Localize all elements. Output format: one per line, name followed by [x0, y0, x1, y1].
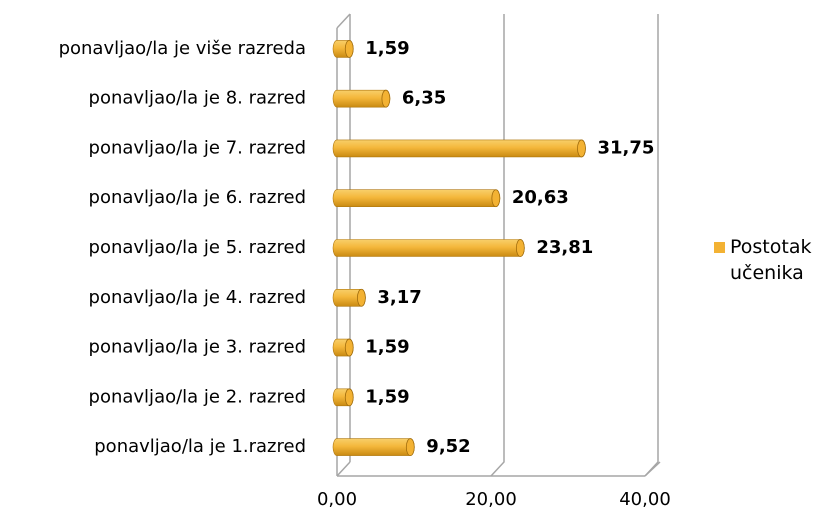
legend-label: Postotak učenika	[730, 236, 812, 284]
bar	[332, 139, 586, 158]
y-tick-label: ponavljao/la je 6. razred	[89, 187, 306, 208]
y-tick-label: ponavljao/la je 8. razred	[89, 88, 306, 109]
value-label: 1,59	[365, 38, 409, 59]
bar	[332, 438, 415, 456]
legend-swatch	[714, 242, 725, 253]
bar	[332, 189, 501, 208]
x-tick-label: 40,00	[619, 489, 671, 510]
x-tick-label: 0,00	[317, 489, 357, 510]
y-tick-label: ponavljao/la je 4. razred	[89, 287, 306, 308]
x-tick-label: 20,00	[465, 489, 517, 510]
bar	[332, 239, 525, 257]
bar-cap	[491, 189, 501, 208]
grid-line	[490, 14, 505, 477]
bar-cap	[515, 239, 525, 257]
bar-cap	[344, 388, 354, 407]
grid-line	[644, 14, 659, 477]
y-tick-label: ponavljao/la je više razreda	[59, 38, 306, 59]
y-tick-label: ponavljao/la je 7. razred	[89, 137, 306, 158]
legend: Postotak učenika	[714, 234, 824, 286]
bar	[332, 89, 391, 108]
y-tick-label: ponavljao/la je 3. razred	[89, 337, 306, 358]
bar-cap	[357, 288, 366, 307]
value-label: 23,81	[536, 237, 593, 258]
value-label: 6,35	[402, 88, 446, 109]
bar-cap	[344, 39, 354, 58]
value-label: 31,75	[597, 137, 654, 158]
value-label: 1,59	[365, 337, 409, 358]
bar-cap	[381, 89, 391, 108]
value-label: 3,17	[377, 287, 421, 308]
value-label: 9,52	[426, 436, 470, 457]
bar-cap	[405, 438, 415, 457]
bar-cap	[577, 139, 586, 158]
y-tick-label: ponavljao/la je 5. razred	[89, 237, 306, 258]
y-tick-label: ponavljao/la je 1.razred	[94, 436, 306, 457]
value-label: 20,63	[512, 187, 569, 208]
value-label: 1,59	[365, 386, 409, 407]
bar-cap	[344, 338, 354, 357]
y-tick-label: ponavljao/la je 2. razred	[89, 386, 306, 407]
